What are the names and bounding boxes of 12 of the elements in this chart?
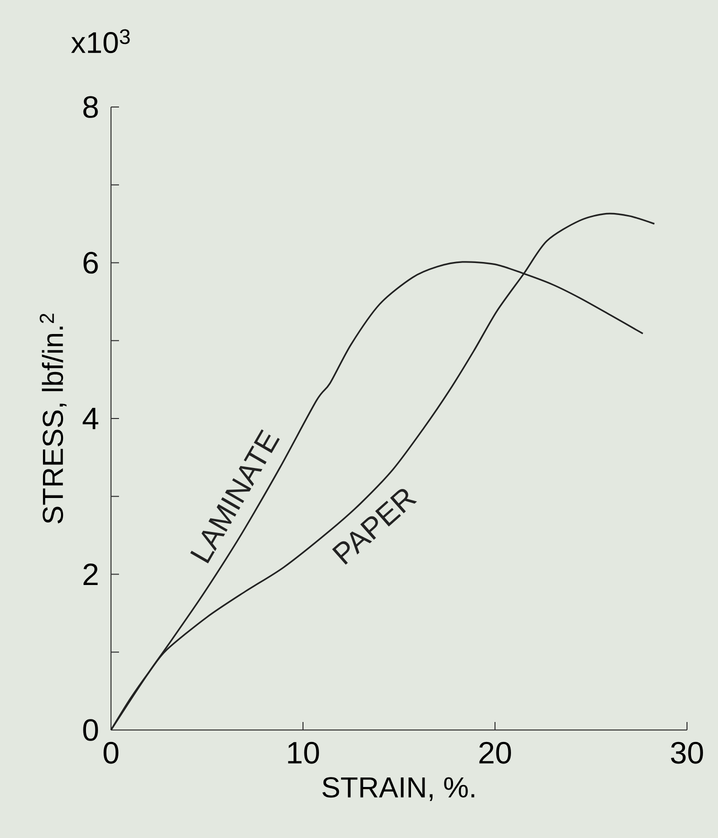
x-tick-label: 30 (671, 742, 703, 764)
y-tick-label: 0 (83, 719, 98, 741)
y-axis-title: STRESS, lbf/in.$^{2}$ (40, 314, 67, 524)
x-axis-title: STRAIN, %. (322, 777, 474, 802)
y-tick-label: 8 (83, 96, 98, 118)
y-tick-label: 2 (84, 563, 98, 586)
x-tick-label: 20 (479, 742, 511, 764)
x-tick-label: 0 (104, 742, 118, 764)
x-tick-label: 10 (288, 742, 319, 764)
y-tick-label: 4 (82, 408, 98, 430)
y-tick-label: 6 (84, 252, 98, 274)
text: x10$^{3}$ (71, 29, 130, 54)
